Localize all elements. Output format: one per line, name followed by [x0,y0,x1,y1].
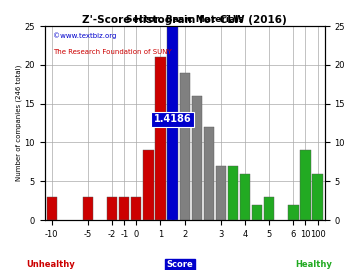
Bar [156,57,166,220]
Bar [228,166,238,220]
Text: Sector: Basic Materials: Sector: Basic Materials [126,15,243,24]
Bar [240,174,250,220]
Text: The Research Foundation of SUNY: The Research Foundation of SUNY [53,49,172,55]
Bar [180,73,190,220]
Bar [288,205,298,220]
Bar [131,197,141,220]
Bar [143,150,153,220]
Bar [107,197,117,220]
Text: Unhealthy: Unhealthy [26,260,75,269]
Bar [204,127,214,220]
Bar [192,96,202,220]
Text: Score: Score [167,260,193,269]
Text: Healthy: Healthy [295,260,332,269]
Text: ©www.textbiz.org: ©www.textbiz.org [53,32,116,39]
Bar [312,174,323,220]
Bar [83,197,93,220]
Bar [252,205,262,220]
Bar [46,197,57,220]
Text: 1.4186: 1.4186 [154,114,192,124]
Title: Z'-Score Histogram for CLW (2016): Z'-Score Histogram for CLW (2016) [82,15,287,25]
Bar [119,197,129,220]
Bar [216,166,226,220]
Bar [264,197,274,220]
Bar [167,26,178,220]
Y-axis label: Number of companies (246 total): Number of companies (246 total) [15,65,22,181]
Bar [300,150,311,220]
